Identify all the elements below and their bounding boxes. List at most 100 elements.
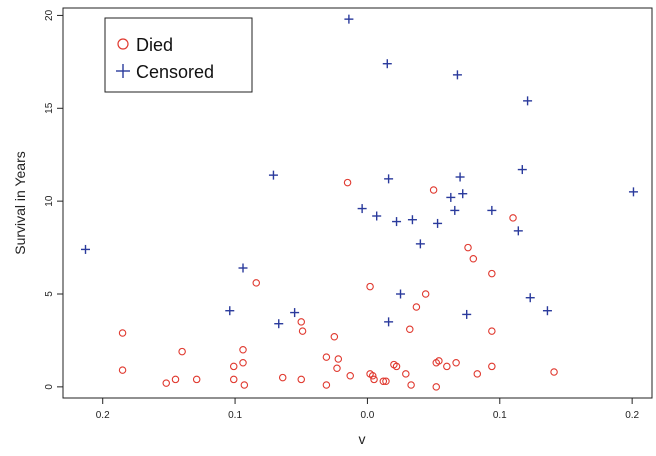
died-point (334, 355, 343, 363)
died-point (171, 375, 180, 384)
died-point (421, 290, 430, 298)
died-point (298, 327, 307, 335)
died-point (443, 362, 451, 371)
legend-censored-marker (116, 64, 130, 78)
y-tick-label-1: 5 (44, 291, 55, 297)
censored-point (238, 263, 248, 273)
died-point (406, 325, 414, 334)
legend-died-marker (117, 38, 129, 50)
censored-point (433, 218, 443, 228)
censored-point (396, 289, 406, 299)
y-tick-label-0: 0 (44, 384, 55, 390)
died-point (402, 370, 410, 378)
died-point (407, 381, 415, 389)
censored-point (542, 306, 552, 316)
censored-point (290, 308, 300, 318)
censored-point (382, 59, 392, 69)
died-point (435, 357, 443, 365)
censored-point (452, 70, 462, 80)
legend: Died Censored (104, 17, 253, 93)
plot-frame (62, 7, 653, 399)
y-axis: 0 5 10 15 20 (44, 9, 63, 390)
died-point (509, 214, 517, 222)
y-tick-label-2: 10 (44, 195, 55, 207)
censored-point (513, 226, 523, 236)
x-tick-label-4: 0.2 (625, 410, 639, 421)
censored-point (372, 211, 382, 221)
censored-point (81, 244, 91, 254)
died-point (343, 178, 352, 187)
died-point (346, 371, 354, 380)
censored-point (268, 170, 278, 180)
died-point (429, 186, 438, 194)
censored-point (455, 172, 465, 182)
censored-point (407, 215, 417, 225)
died-point (178, 347, 186, 356)
series-censored-points (81, 14, 638, 329)
censored-point (458, 189, 468, 199)
died-point (239, 345, 247, 354)
died-point (239, 358, 247, 367)
died-point (333, 364, 341, 373)
died-point (192, 375, 201, 384)
died-point (379, 377, 388, 386)
died-point (550, 368, 558, 376)
died-point (297, 318, 305, 326)
died-point (488, 269, 496, 278)
x-tick-label-1: 0.1 (228, 410, 242, 421)
died-point (297, 375, 305, 384)
censored-point (384, 317, 394, 327)
censored-point (446, 192, 456, 202)
died-point (392, 362, 401, 371)
died-point (118, 366, 127, 374)
y-axis-title: Survival in Years (12, 151, 28, 255)
died-point (366, 282, 374, 291)
censored-point (517, 165, 527, 175)
died-point (464, 243, 472, 252)
died-point (322, 353, 331, 361)
legend-died-label: Died (136, 35, 173, 55)
censored-point (384, 174, 394, 184)
censored-point (525, 293, 535, 303)
legend-censored-label: Censored (136, 62, 214, 82)
censored-point (392, 217, 402, 227)
died-point (370, 375, 378, 384)
x-tick-label-2: 0.0 (360, 410, 374, 421)
censored-point (487, 205, 497, 215)
died-point (278, 373, 287, 382)
y-tick-label-4: 20 (44, 9, 55, 21)
censored-point (450, 205, 460, 215)
died-point (252, 279, 260, 287)
y-tick-label-3: 15 (44, 102, 55, 114)
censored-point (523, 96, 533, 106)
series-died-points (118, 178, 558, 391)
died-point (412, 303, 421, 311)
died-point (432, 383, 441, 391)
x-axis: 0.2 0.1 0.0 0.1 0.2 (96, 398, 640, 421)
censored-point (628, 187, 638, 197)
censored-point (462, 309, 472, 319)
died-point (330, 332, 339, 341)
died-point (452, 358, 460, 367)
died-point (229, 375, 238, 384)
x-tick-label-0: 0.2 (96, 410, 110, 421)
x-axis-title: v (359, 431, 366, 447)
died-point (469, 254, 478, 263)
censored-point (415, 239, 425, 249)
died-point (118, 329, 127, 337)
x-tick-label-3: 0.1 (493, 410, 507, 421)
died-point (382, 377, 390, 386)
legend-box (104, 17, 253, 93)
censored-point (274, 319, 284, 329)
censored-point (225, 306, 235, 316)
died-point (162, 379, 170, 387)
died-point (488, 362, 496, 371)
censored-point (357, 204, 367, 214)
died-point (322, 381, 331, 389)
died-point (473, 370, 482, 378)
died-point (229, 362, 238, 371)
died-point (240, 381, 249, 389)
died-point (488, 327, 496, 335)
